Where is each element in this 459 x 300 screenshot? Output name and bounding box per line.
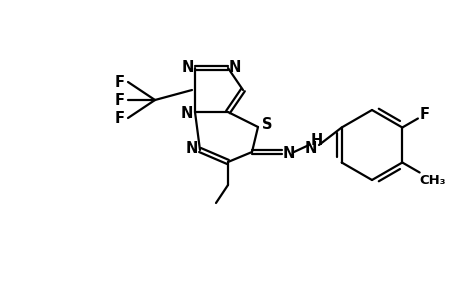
- Text: S: S: [261, 116, 272, 131]
- Text: N: N: [185, 140, 198, 155]
- Text: H: H: [310, 133, 322, 148]
- Text: F: F: [115, 74, 125, 89]
- Text: N: N: [181, 59, 194, 74]
- Text: N: N: [228, 59, 241, 74]
- Text: F: F: [115, 110, 125, 125]
- Text: F: F: [115, 92, 125, 107]
- Text: N: N: [304, 140, 317, 155]
- Text: N: N: [282, 146, 295, 160]
- Text: CH₃: CH₃: [419, 173, 445, 187]
- Text: N: N: [180, 106, 193, 121]
- Text: F: F: [419, 107, 429, 122]
